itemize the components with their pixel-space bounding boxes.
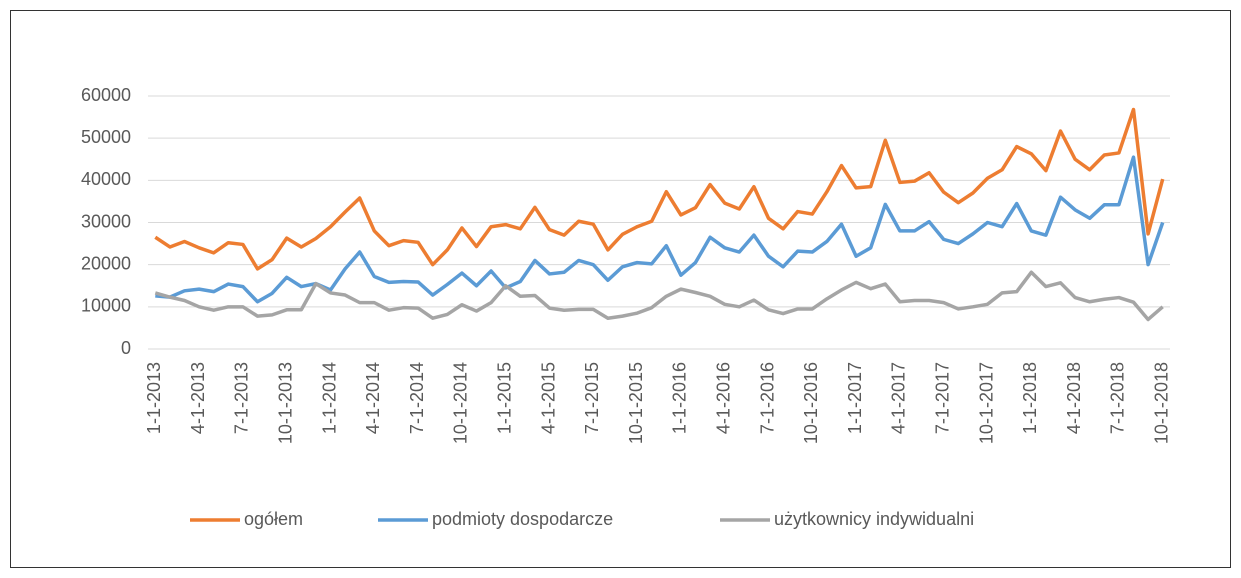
x-tick-label: 1-1-2018 [1020, 362, 1040, 434]
x-tick-label: 10-1-2018 [1151, 362, 1171, 444]
y-tick-label: 50000 [81, 127, 131, 147]
x-tick-label: 4-1-2018 [1064, 362, 1084, 434]
x-tick-label: 1-1-2016 [670, 362, 690, 434]
x-tick-label: 4-1-2016 [713, 362, 733, 434]
y-tick-label: 40000 [81, 169, 131, 189]
x-tick-label: 10-1-2013 [275, 362, 295, 444]
x-tick-label: 7-1-2015 [582, 362, 602, 434]
x-tick-label: 10-1-2015 [626, 362, 646, 444]
x-tick-label: 10-1-2016 [801, 362, 821, 444]
series-line [154, 270, 1164, 322]
y-tick-label: 0 [121, 338, 131, 358]
x-tick-label: 4-1-2013 [188, 362, 208, 434]
x-tick-label: 7-1-2013 [232, 362, 252, 434]
x-tick-label: 10-1-2017 [976, 362, 996, 444]
legend-label: użytkownicy indywidualni [774, 509, 974, 529]
y-tick-label: 20000 [81, 253, 131, 273]
series-line [154, 107, 1165, 271]
y-tick-label: 60000 [81, 85, 131, 105]
legend-label: podmioty dospodarcze [432, 509, 613, 529]
x-tick-label: 7-1-2017 [932, 362, 952, 434]
legend-label: ogółem [244, 509, 303, 529]
x-tick-label: 7-1-2016 [757, 362, 777, 434]
x-tick-label: 1-1-2017 [845, 362, 865, 434]
x-tick-label: 7-1-2014 [407, 362, 427, 434]
y-tick-label: 10000 [81, 296, 131, 316]
x-tick-label: 1-1-2015 [494, 362, 514, 434]
x-tick-label: 7-1-2018 [1108, 362, 1128, 434]
x-tick-label: 4-1-2015 [538, 362, 558, 434]
x-tick-label: 1-1-2013 [144, 362, 164, 434]
chart-frame [10, 10, 1231, 568]
x-tick-label: 1-1-2014 [319, 362, 339, 434]
x-tick-label: 4-1-2017 [889, 362, 909, 434]
y-tick-label: 30000 [81, 211, 131, 231]
x-tick-label: 10-1-2014 [451, 362, 471, 444]
x-tick-label: 4-1-2014 [363, 362, 383, 434]
